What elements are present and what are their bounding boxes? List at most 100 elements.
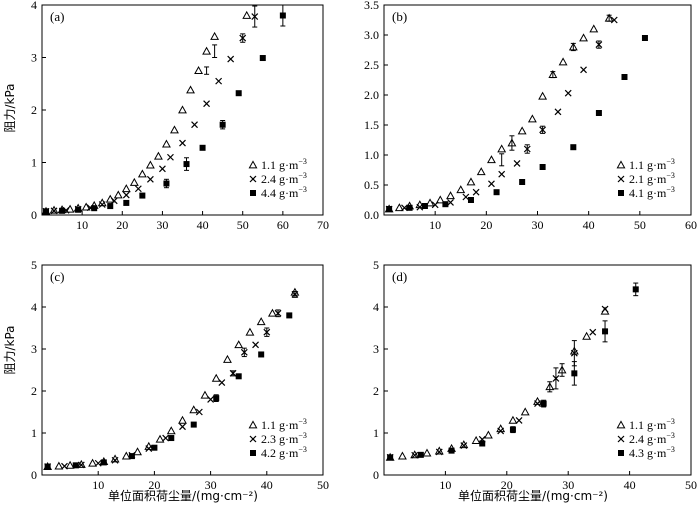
panel-c-data-point xyxy=(286,312,293,319)
panel-c-xtick-label: 50 xyxy=(317,478,329,492)
panel-d-data-point xyxy=(397,451,407,460)
panel-b-data-point xyxy=(610,16,618,24)
panel-d-xtick-label: 30 xyxy=(562,478,574,492)
panel-a-ylabel: 阻力/kPa xyxy=(3,83,17,132)
panel-a-data-point xyxy=(50,207,58,215)
panel-c-data-point xyxy=(76,459,86,468)
panel-b-data-point xyxy=(431,201,439,209)
panel-c-data-point xyxy=(274,309,282,317)
panel-a-ytick-label: 1 xyxy=(31,156,37,170)
panel-d-data-point xyxy=(571,370,578,377)
panel-a-error-bar xyxy=(204,66,210,75)
panel-b-data-point xyxy=(447,198,454,206)
panel-d-data-point xyxy=(582,331,592,340)
panel-b-data-point xyxy=(595,41,603,49)
panel-c-data-point xyxy=(77,461,85,469)
panel-c-data-point xyxy=(155,434,165,443)
panel-b-data-point xyxy=(466,177,476,186)
panel-c-ytick-label: 5 xyxy=(31,258,37,272)
panel-a-data-point xyxy=(191,121,198,129)
panel-d-data-point xyxy=(509,426,516,433)
panel-c-data-point xyxy=(111,456,119,464)
panel-b-legend-marker xyxy=(616,160,626,169)
panel-d-data-point xyxy=(589,328,597,336)
panel-c-data-point xyxy=(189,405,199,414)
panel-c-xtick-label: 40 xyxy=(261,478,273,492)
panel-b-xtick-label: 40 xyxy=(583,218,595,232)
panel-a-ytick-label: 3 xyxy=(31,51,37,65)
panel-c-data-point xyxy=(88,458,98,467)
panel-a-data-point xyxy=(91,205,98,212)
panel-b-data-point xyxy=(456,185,466,194)
panel-d-data-point xyxy=(540,400,547,407)
panel-a-ytick-label: 2 xyxy=(31,103,37,117)
panel-d-legend-label: 4.3 g·m−3 xyxy=(629,445,675,460)
panel-b-data-point xyxy=(580,66,587,74)
panel-b-legend-label: 1.1 g·m−3 xyxy=(629,157,675,172)
panel-a-error-bar xyxy=(212,44,218,58)
panel-a-data-point xyxy=(81,202,91,211)
panel-b-data-point xyxy=(538,91,548,100)
panel-d-data-point xyxy=(497,427,505,435)
panel-b-data-point xyxy=(446,191,455,200)
panel-a-data-point xyxy=(153,151,163,160)
panel-d-data-point xyxy=(508,415,518,424)
panel-b-data-point xyxy=(394,203,404,212)
panel-d-xtick-label: 20 xyxy=(501,478,513,492)
panel-d-data-point xyxy=(557,365,567,374)
panel-d-data-point xyxy=(471,435,481,444)
panel-c-data-point xyxy=(200,390,210,399)
panel-d-data-point xyxy=(417,451,424,458)
panel-d-label: (d) xyxy=(392,269,407,284)
panel-c-data-point xyxy=(190,421,197,428)
panel-b-data-point xyxy=(425,198,435,207)
panel-a-series-3 xyxy=(43,12,286,215)
panel-d-data-point xyxy=(483,430,493,439)
panel-a-data-point xyxy=(159,165,166,173)
panel-a-data-point xyxy=(145,160,155,169)
panel-a-data-point xyxy=(134,185,142,193)
panel-b-data-point xyxy=(604,13,614,22)
panel-d-xtick-label: 10 xyxy=(439,478,451,492)
panel-d-data-point xyxy=(570,349,578,357)
panel-c-ytick-label: 4 xyxy=(31,300,37,314)
panel-b-data-point xyxy=(386,206,393,212)
panel-b-error-bar xyxy=(509,135,515,151)
panel-b-data-point xyxy=(462,193,470,201)
panel-a-data-point xyxy=(121,184,131,193)
panel-a-data-point xyxy=(215,77,223,85)
panel-b-xtick-label: 20 xyxy=(480,218,492,232)
panel-b-data-point xyxy=(558,57,568,66)
panel-b-data-point xyxy=(539,126,547,134)
panel-c-frame xyxy=(41,264,324,476)
panel-a-ytick-label: 0 xyxy=(31,208,37,222)
panel-c-ytick-label: 3 xyxy=(31,342,37,356)
panel-d-ytick-label: 5 xyxy=(373,258,379,272)
panel-b-data-point xyxy=(548,69,558,78)
panel-d-data-point xyxy=(410,450,420,459)
panel-b-data-point xyxy=(476,167,486,176)
panel-b-data-point xyxy=(472,188,480,196)
panel-c-legend: 1.1 g·m−32.3 g·m−34.2 g·m−3 xyxy=(248,417,307,460)
panel-b-ytick-label: 1.5 xyxy=(364,118,379,132)
panel-a-series-2 xyxy=(42,13,259,215)
panel-a-data-point xyxy=(43,208,50,215)
panel-d-data-point xyxy=(435,448,443,456)
panel-b-data-point xyxy=(570,144,577,151)
panel-b-xtick-label: 50 xyxy=(634,218,646,232)
panel-c-data-point xyxy=(223,354,232,363)
panel-a-data-point xyxy=(251,13,259,20)
panel-b-legend: 1.1 g·m−32.1 g·m−34.1 g·m−3 xyxy=(616,157,675,200)
panel-a-xtick-label: 30 xyxy=(156,218,168,232)
panel-a-data-point xyxy=(194,65,204,75)
panel-c-data-point xyxy=(207,395,215,403)
panel-a-xtick-label: 20 xyxy=(116,218,128,232)
panel-d-data-point xyxy=(534,400,541,408)
panel-a-xtick-label: 70 xyxy=(317,218,329,232)
panel-c-data-point xyxy=(256,317,266,326)
panel-a-data-point xyxy=(183,161,190,168)
panel-d-data-point xyxy=(520,407,530,416)
panel-d-data-point xyxy=(601,305,609,313)
panel-c-data-point xyxy=(121,451,131,460)
